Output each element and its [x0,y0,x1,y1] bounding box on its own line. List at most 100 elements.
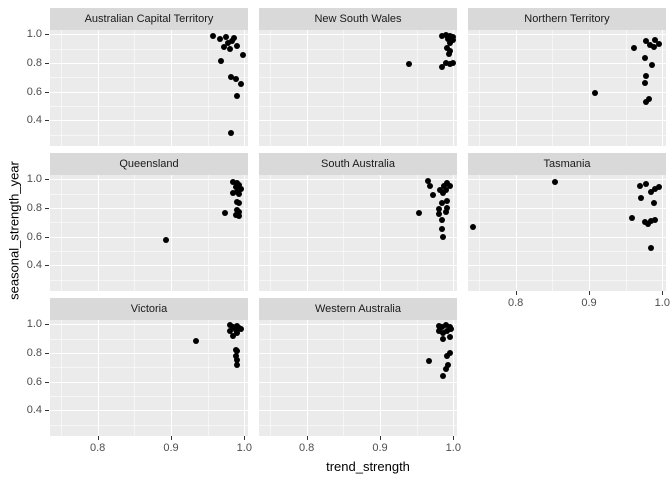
data-point [232,76,239,83]
data-point [238,186,245,193]
gridline-major-h [50,62,248,64]
gridline-major-h [259,91,457,93]
data-point [443,198,450,205]
y-tick-mark [45,381,49,383]
facet-panel [50,30,248,146]
gridline-minor-h [468,250,666,252]
data-point [641,54,648,61]
data-point [436,205,443,212]
gridline-major-h [50,410,248,412]
gridline-minor-v [270,320,271,436]
data-point [239,52,246,59]
data-point [234,356,240,363]
data-point [217,57,224,64]
x-tick-mark [453,436,455,440]
data-point [443,322,449,329]
data-point [443,204,450,211]
gridline-major-h [259,236,457,238]
x-tick-label: 0.9 [372,442,388,454]
data-point [230,333,237,340]
y-tick-mark [45,179,49,181]
data-point [234,330,240,337]
data-point [221,209,228,216]
y-tick-mark [45,352,49,354]
data-point [232,327,239,334]
gridline-minor-v [134,175,136,291]
gridline-minor-v [416,30,418,146]
facet-strip-label: Queensland [119,158,179,170]
y-tick-mark [45,34,49,36]
data-point [234,43,240,50]
data-point [230,190,237,197]
gridline-major-v [97,175,99,291]
facet-panel [259,30,457,146]
data-point [232,184,239,191]
gridline-minor-v [625,30,627,146]
gridline-major-h [50,352,248,354]
gridline-major-h [50,179,248,181]
gridline-minor-h [468,279,666,281]
gridline-minor-v [343,30,345,146]
gridline-minor-h [50,279,248,281]
data-point [440,182,447,189]
data-point [429,191,436,198]
facet-strip: Queensland [50,153,248,175]
facet-strip-label: Tasmania [543,158,591,170]
gridline-major-v [515,175,517,291]
data-point [232,211,239,218]
facet-strip: Victoria [50,298,248,320]
data-point [438,199,445,206]
gridline-major-v [244,320,246,436]
facet-strip-label: Northern Territory [524,13,610,25]
facet-panel [259,175,457,291]
gridline-minor-v [270,30,271,146]
gridline-minor-h [468,134,666,136]
gridline-minor-h [50,105,248,107]
y-tick-label: 0.6 [26,375,42,388]
data-point [448,326,455,333]
data-point [444,352,451,359]
data-point [162,236,169,243]
gridline-major-v [515,30,517,146]
data-point [652,37,658,44]
gridline-major-h [50,34,248,36]
y-tick-mark [45,265,49,267]
data-point [236,208,243,215]
x-tick-label: 1.0 [654,297,670,309]
data-point [638,194,645,201]
gridline-minor-h [468,105,666,107]
gridline-major-v [662,30,664,146]
data-point [223,34,229,41]
gridline-minor-h [50,250,248,252]
gridline-major-h [50,120,248,122]
gridline-minor-h [468,193,666,195]
gridline-minor-h [259,134,457,136]
gridline-minor-h [259,222,457,224]
gridline-minor-h [50,193,248,195]
gridline-minor-h [259,77,457,79]
x-tick-mark [589,291,590,295]
data-point [646,41,653,48]
facet-panel [50,175,248,291]
y-tick-label: 0.8 [26,346,42,359]
gridline-minor-v [343,320,345,436]
gridline-minor-v [61,175,62,291]
y-tick-mark [45,236,49,238]
facet-strip-label: Australian Capital Territory [84,13,214,25]
data-point [445,51,452,58]
data-point [440,330,447,337]
facet-strip: Tasmania [468,153,666,175]
gridline-minor-h [50,424,248,426]
gridline-minor-h [468,77,666,79]
y-tick-label: 1.0 [26,318,42,331]
y-tick-label: 0.8 [26,56,42,69]
data-point [443,32,449,38]
gridline-major-h [50,265,248,267]
gridline-minor-h [259,193,457,195]
y-tick-label: 0.4 [26,404,42,417]
data-point [440,373,447,380]
data-point [641,219,648,226]
data-point [447,334,454,341]
data-point [446,183,453,190]
data-point [228,130,235,137]
